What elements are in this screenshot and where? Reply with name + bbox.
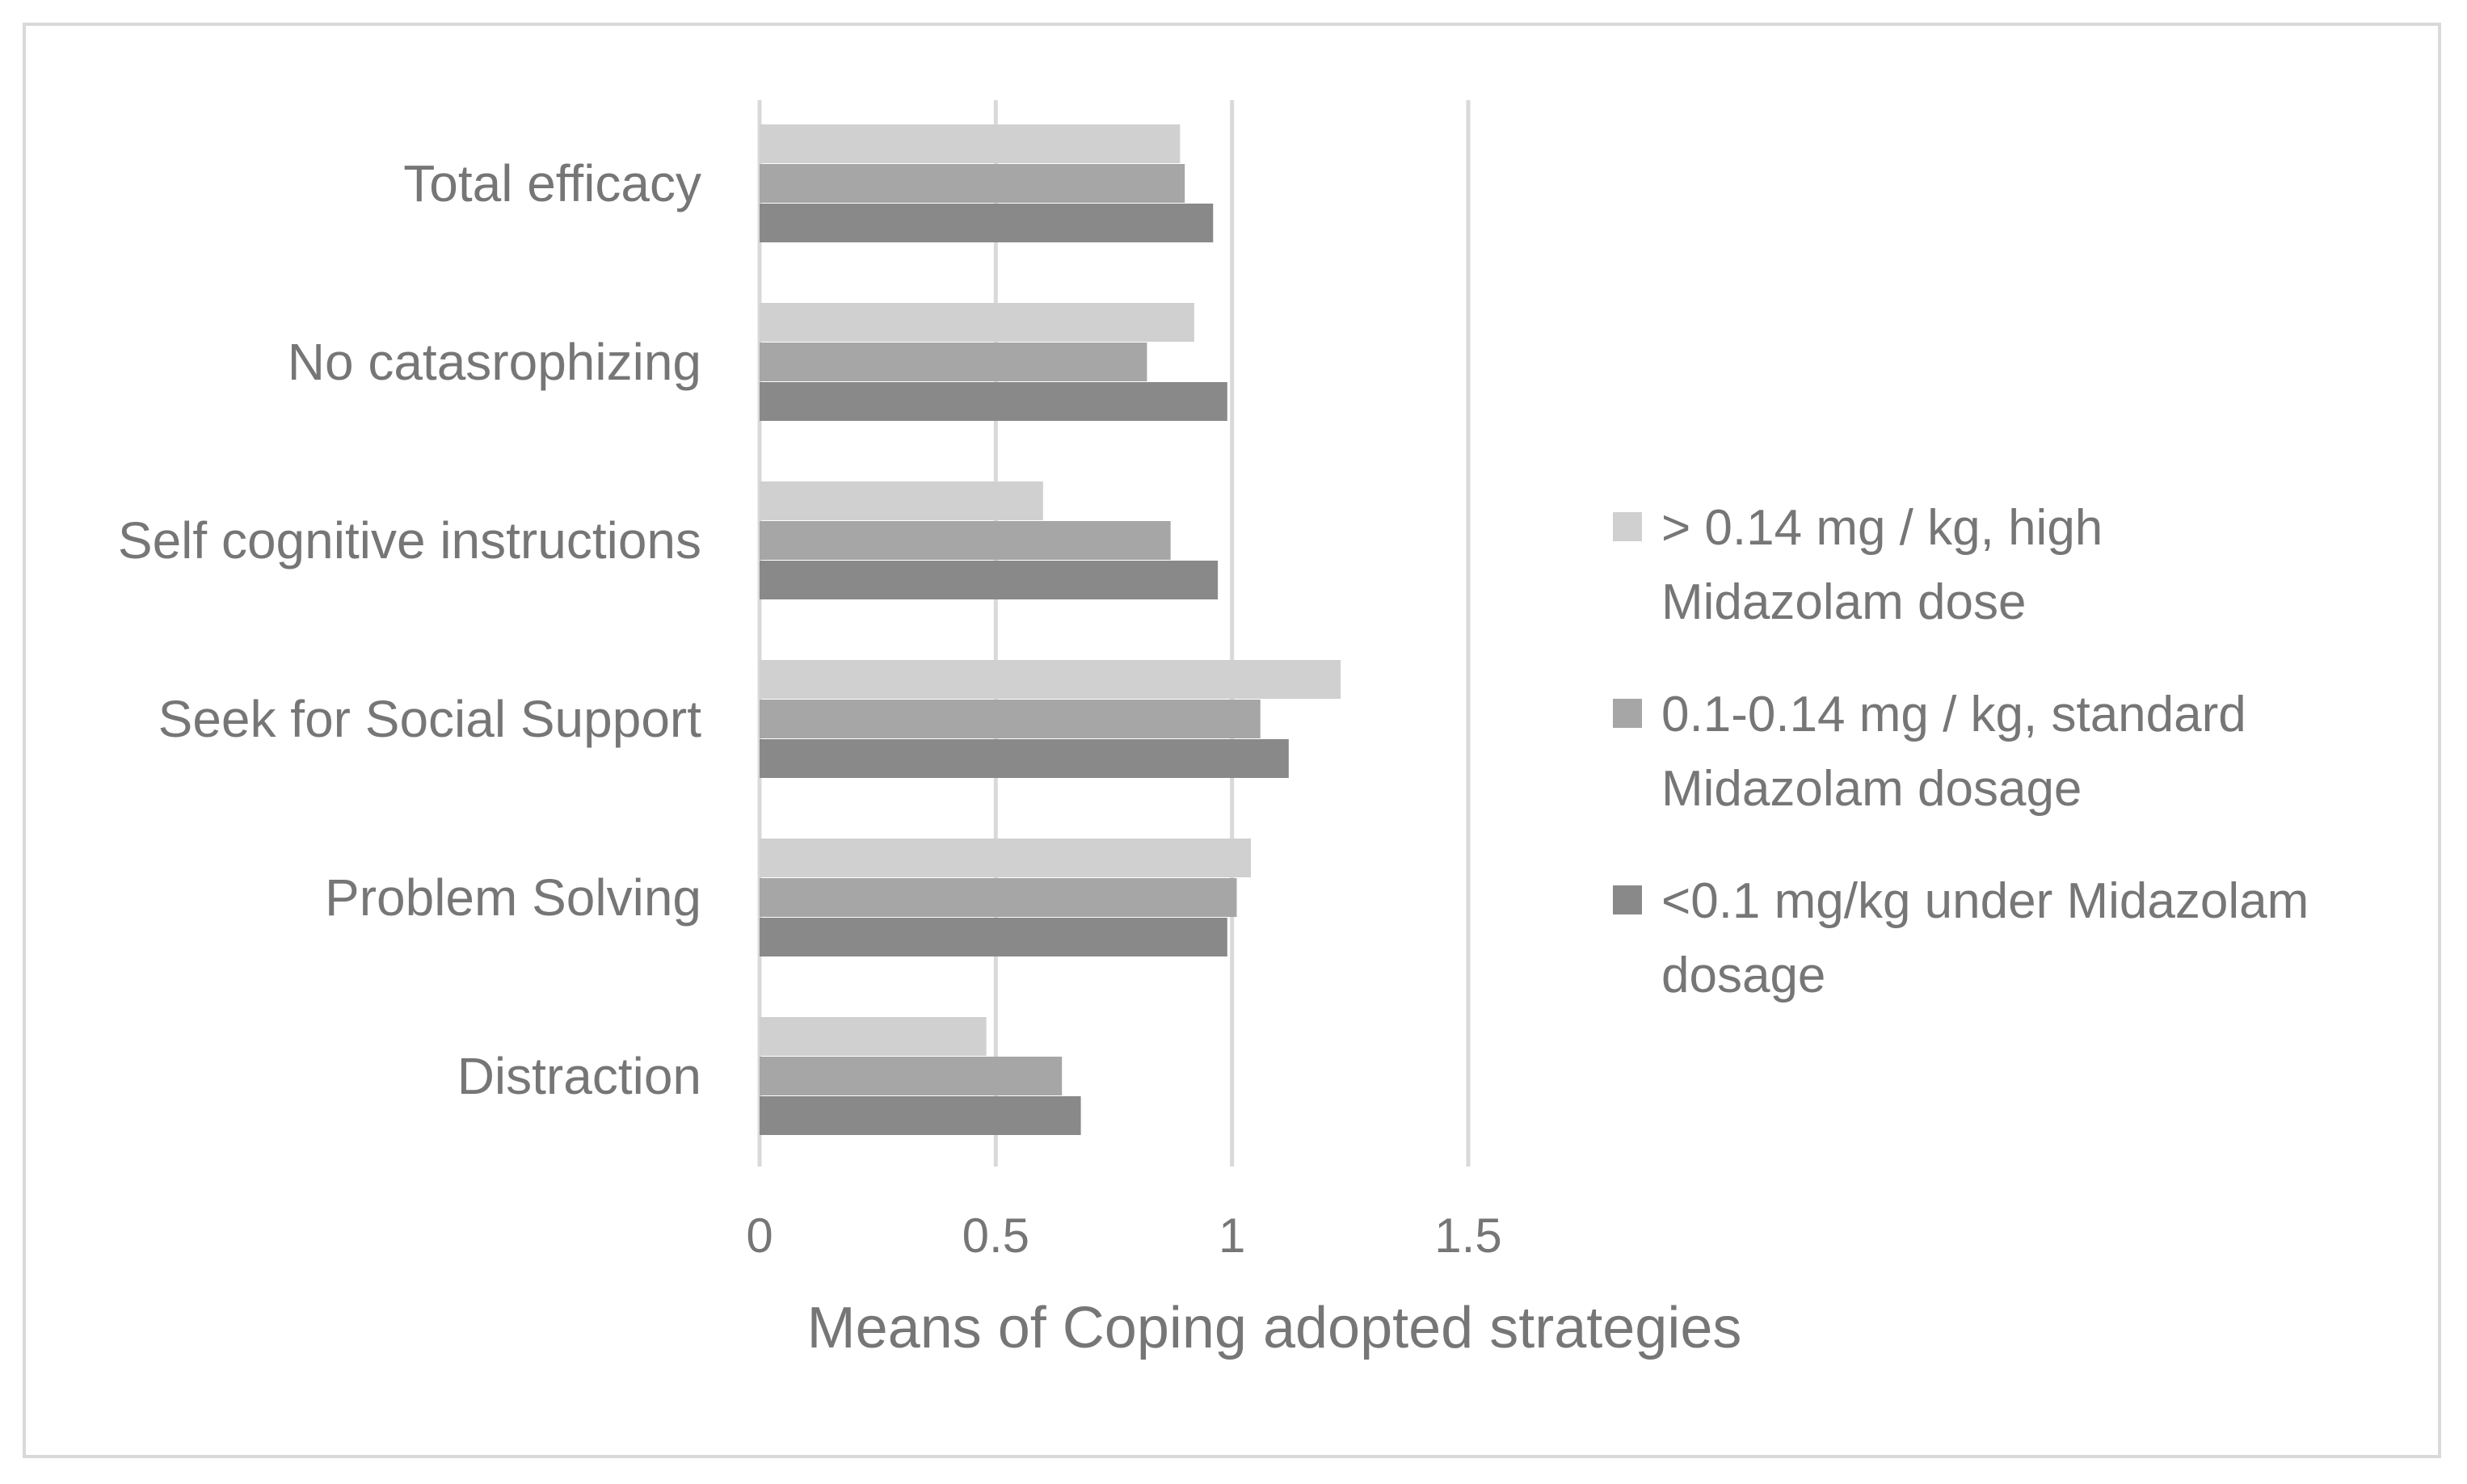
category-label-problem-solving: Problem Solving bbox=[325, 868, 701, 927]
gridlines bbox=[757, 100, 1471, 1167]
bar-seek-for-social-support-series-1 bbox=[760, 660, 1341, 699]
bar-distraction-series-3 bbox=[760, 1096, 1081, 1135]
legend-label-series-3-line-1: <0.1 mg/kg under Midazolam bbox=[1661, 873, 2309, 929]
bar-total-efficacy-series-1 bbox=[760, 124, 1181, 163]
legend-label-series-1-line-2: Midazolam dose bbox=[1661, 574, 2026, 630]
bar-total-efficacy-series-3 bbox=[760, 204, 1214, 242]
x-tick-label-1.5: 1.5 bbox=[1434, 1209, 1501, 1263]
bar-self-cognitive-instructions-series-2 bbox=[760, 521, 1171, 560]
x-tick-label-1: 1 bbox=[1219, 1209, 1245, 1263]
bar-no-catasrophizing-series-1 bbox=[760, 303, 1194, 342]
bar-seek-for-social-support-series-2 bbox=[760, 700, 1261, 738]
x-tick-label-0: 0 bbox=[746, 1209, 773, 1263]
x-axis-title: Means of Coping adopted strategies bbox=[807, 1296, 1742, 1360]
legend-swatch-series-2 bbox=[1613, 699, 1642, 728]
legend-swatch-series-3 bbox=[1613, 885, 1642, 914]
legend-swatch-series-1 bbox=[1613, 512, 1642, 541]
legend-label-series-1-line-1: > 0.14 mg / kg, high bbox=[1661, 500, 2103, 556]
bar-distraction-series-2 bbox=[760, 1057, 1063, 1095]
chart-frame: Total efficacy No catasrophizing Self cogn… bbox=[23, 23, 2441, 1458]
bar-no-catasrophizing-series-3 bbox=[760, 382, 1227, 421]
legend-label-series-2-line-1: 0.1-0.14 mg / kg, standard bbox=[1661, 687, 2246, 742]
bar-problem-solving-series-1 bbox=[760, 839, 1252, 877]
bar-problem-solving-series-3 bbox=[760, 918, 1227, 956]
legend-label-series-3-line-2: dosage bbox=[1661, 948, 1825, 1003]
legend: > 0.14 mg / kg, high Midazolam dose 0.1-0.… bbox=[1613, 500, 2309, 1003]
bars bbox=[760, 124, 1341, 1135]
x-tick-label-0.5: 0.5 bbox=[962, 1209, 1029, 1263]
category-label-total-efficacy: Total efficacy bbox=[403, 154, 701, 212]
bar-distraction-series-1 bbox=[760, 1017, 987, 1056]
x-tick-labels: 0 0.5 1 1.5 bbox=[746, 1209, 1501, 1263]
bar-chart: Total efficacy No catasrophizing Self cogn… bbox=[118, 100, 2309, 1360]
bar-seek-for-social-support-series-3 bbox=[760, 739, 1289, 778]
bar-self-cognitive-instructions-series-1 bbox=[760, 481, 1043, 520]
category-label-seek-for-social-support: Seek for Social Support bbox=[158, 690, 702, 748]
bar-self-cognitive-instructions-series-3 bbox=[760, 561, 1219, 599]
category-label-distraction: Distraction bbox=[457, 1047, 701, 1105]
bar-problem-solving-series-2 bbox=[760, 878, 1237, 917]
category-label-no-catasrophizing: No catasrophizing bbox=[288, 333, 701, 391]
category-label-self-cognitive-instructions: Self cognitive instructions bbox=[118, 511, 701, 570]
category-labels: Total efficacy No catasrophizing Self cogn… bbox=[118, 154, 701, 1105]
legend-label-series-2-line-2: Midazolam dosage bbox=[1661, 761, 2082, 817]
bar-total-efficacy-series-2 bbox=[760, 164, 1185, 203]
bar-no-catasrophizing-series-2 bbox=[760, 343, 1147, 381]
